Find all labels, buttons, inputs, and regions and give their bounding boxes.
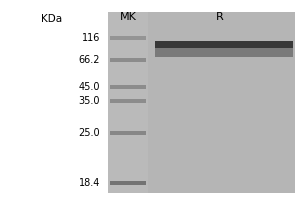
Bar [148,12,295,193]
Bar [155,41,293,48]
Bar [110,58,146,62]
Text: 35.0: 35.0 [79,96,100,106]
Text: 25.0: 25.0 [78,128,100,138]
Bar [108,12,295,193]
Bar [110,181,146,185]
Bar [155,48,293,57]
Text: MK: MK [120,12,136,22]
Text: KDa: KDa [41,14,62,24]
Bar [110,36,146,40]
Bar [108,12,148,193]
Bar [110,99,146,103]
Text: 116: 116 [82,33,100,43]
Text: 66.2: 66.2 [79,55,100,65]
Bar [110,85,146,89]
Text: 18.4: 18.4 [79,178,100,188]
Text: R: R [216,12,224,22]
Text: 45.0: 45.0 [79,82,100,92]
Bar [110,131,146,135]
